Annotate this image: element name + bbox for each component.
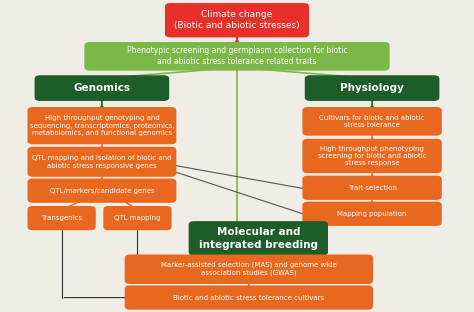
Text: Marker-assisted selection (MAS) and genome wide
association studies (GWAS): Marker-assisted selection (MAS) and geno… (161, 262, 337, 276)
Text: Biotic and abiotic stress tolerance cultivars: Biotic and abiotic stress tolerance cult… (173, 295, 324, 300)
FancyBboxPatch shape (125, 285, 373, 310)
FancyBboxPatch shape (165, 3, 309, 37)
FancyBboxPatch shape (27, 107, 176, 144)
FancyBboxPatch shape (302, 202, 442, 226)
FancyBboxPatch shape (35, 75, 169, 101)
Text: Molecular and
integrated breeding: Molecular and integrated breeding (199, 227, 318, 250)
Text: QTL/markers/candidate genes: QTL/markers/candidate genes (50, 188, 154, 194)
Text: Climate change
(Biotic and abiotic stresses): Climate change (Biotic and abiotic stres… (174, 10, 300, 30)
Text: QTL mapping and isolation of biotic and
abiotic stress responsive genes: QTL mapping and isolation of biotic and … (32, 155, 172, 168)
Text: Transgenics: Transgenics (41, 215, 82, 221)
Text: Phenotypic screening and germplasm collection for biotic
and abiotic stress tole: Phenotypic screening and germplasm colle… (127, 46, 347, 66)
FancyBboxPatch shape (27, 178, 176, 203)
FancyBboxPatch shape (302, 107, 442, 136)
FancyBboxPatch shape (305, 75, 439, 101)
FancyBboxPatch shape (189, 221, 328, 256)
Text: Cultivars for biotic and abiotic
stress tolerance: Cultivars for biotic and abiotic stress … (319, 115, 425, 128)
Text: QTL mapping: QTL mapping (114, 215, 161, 221)
FancyBboxPatch shape (302, 139, 442, 173)
FancyBboxPatch shape (302, 176, 442, 200)
FancyBboxPatch shape (84, 42, 390, 71)
FancyBboxPatch shape (27, 206, 96, 230)
Text: Mapping population: Mapping population (337, 211, 407, 217)
FancyBboxPatch shape (27, 147, 176, 177)
Text: Trait selection: Trait selection (347, 185, 397, 191)
FancyBboxPatch shape (103, 206, 172, 230)
Text: High throughput genotyping and
sequencing, transcriptomics, proteomics,
metabolo: High throughput genotyping and sequencin… (29, 115, 174, 136)
Text: High throughput phenotyping
screening for biotic and abiotic
stress response: High throughput phenotyping screening fo… (318, 145, 427, 167)
FancyBboxPatch shape (125, 255, 373, 284)
Text: Physiology: Physiology (340, 83, 404, 93)
Text: Genomics: Genomics (73, 83, 130, 93)
